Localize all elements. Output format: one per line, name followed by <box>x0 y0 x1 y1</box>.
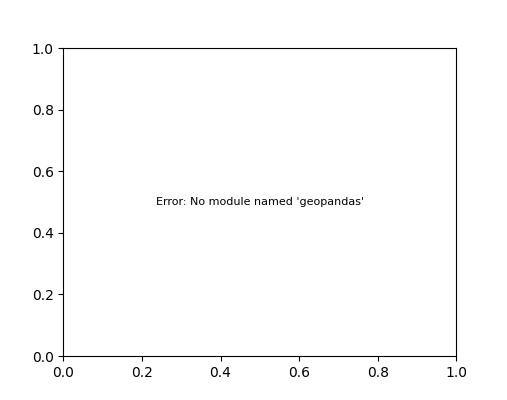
Text: Error: No module named 'geopandas': Error: No module named 'geopandas' <box>156 197 364 207</box>
